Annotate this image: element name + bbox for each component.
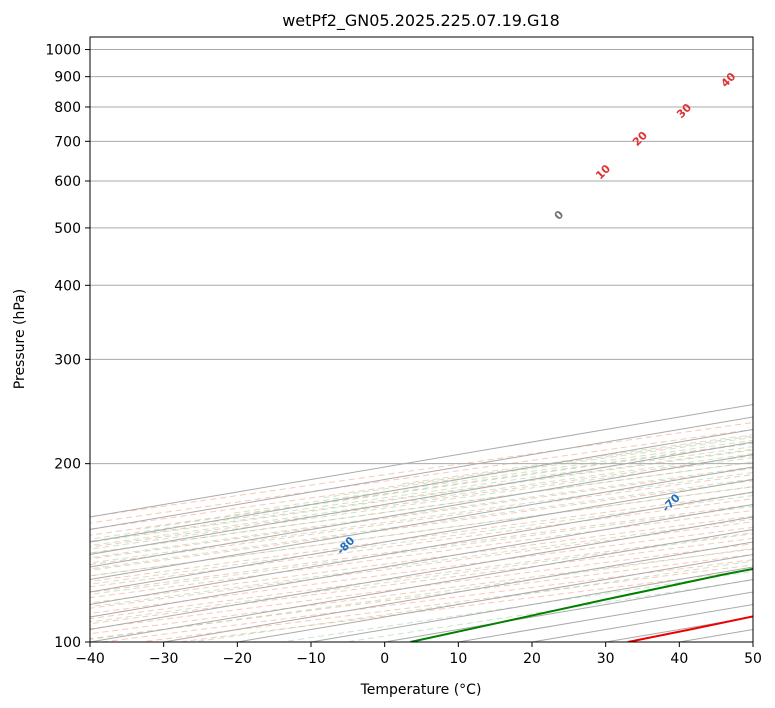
isotherm-label: -90 — [21, 574, 44, 597]
isotherm-line — [605, 616, 753, 642]
x-tick-label: 20 — [523, 651, 541, 667]
moist-adiabat — [90, 478, 753, 570]
moist-adiabat — [90, 505, 753, 595]
isotherm-line — [90, 403, 753, 518]
x-tick-label: 10 — [449, 651, 467, 667]
isotherm-line — [752, 641, 753, 642]
x-axis: −40 −30 −20 −10 0 10 20 30 40 50 — [75, 642, 762, 667]
dry-adiabat — [90, 486, 753, 577]
dry-adiabat — [90, 492, 753, 582]
x-tick-label: 50 — [744, 651, 762, 667]
y-tick-label: 1000 — [45, 43, 81, 59]
dry-adiabat — [90, 422, 753, 518]
y-tick-label: 400 — [54, 278, 81, 294]
isotherm-line — [90, 503, 753, 618]
moist-adiabat — [90, 453, 753, 546]
x-tick-label: −30 — [149, 651, 179, 667]
isotherm-line — [90, 453, 753, 568]
y-tick-label: 200 — [54, 457, 81, 473]
isotherm-line — [384, 578, 753, 642]
x-tick-label: 30 — [597, 651, 615, 667]
x-tick-label: 40 — [670, 651, 688, 667]
moist-adiabat — [90, 461, 753, 554]
isotherm-line — [90, 528, 753, 642]
isotherm-line — [90, 441, 753, 556]
moist-adiabat — [90, 518, 753, 608]
moist-adiabat-label: 40 — [718, 70, 738, 90]
dry-adiabat — [90, 448, 753, 542]
dry-adiabat — [90, 532, 753, 620]
plot-inline-labels: 0.10.20.40.611.52346810131620253036-100-… — [21, 70, 739, 597]
dry-adiabat — [90, 442, 753, 536]
y-axis-label: Pressure (hPa) — [12, 289, 28, 389]
y-tick-label: 600 — [54, 174, 81, 190]
y-axis: 100 200 300 400 500 600 700 800 900 1000 — [45, 43, 90, 651]
y-tick-label: 700 — [54, 134, 81, 150]
plot-background-layer — [90, 49, 753, 642]
moist-adiabat — [90, 472, 753, 564]
moist-adiabat-label: 10 — [593, 162, 613, 182]
dry-adiabat — [90, 515, 753, 604]
moist-adiabat — [90, 486, 753, 577]
isotherm-line — [310, 566, 753, 642]
y-tick-label: 800 — [54, 100, 81, 116]
dry-adiabat — [90, 537, 753, 625]
dry-adiabat — [90, 504, 753, 593]
x-tick-label: −40 — [75, 651, 105, 667]
y-tick-label: 900 — [54, 70, 81, 86]
dry-adiabat — [90, 509, 753, 599]
moist-adiabat — [90, 466, 753, 559]
moist-adiabat — [232, 439, 753, 514]
x-tick-label: −20 — [223, 651, 253, 667]
dry-adiabat — [90, 526, 753, 614]
dry-adiabat — [140, 564, 753, 642]
dry-adiabat — [90, 498, 753, 588]
moist-adiabat — [345, 579, 753, 642]
isotherm-line — [90, 516, 753, 631]
moist-adiabat — [90, 533, 753, 623]
moist-adiabat-label: 0 — [552, 208, 567, 223]
dry-adiabat — [90, 553, 753, 640]
isotherm-line — [90, 466, 753, 581]
isotherm-line — [90, 428, 753, 543]
isotherm-line — [90, 416, 753, 531]
y-tick-label: 300 — [54, 352, 81, 368]
chart-title: wetPf2_GN05.2025.225.07.19.G18 — [282, 11, 560, 31]
isotherm-line — [90, 478, 753, 593]
dry-adiabat — [90, 543, 753, 630]
dry-adiabat — [90, 521, 753, 609]
moist-adiabat-label: 30 — [674, 101, 694, 121]
dry-adiabat — [90, 428, 753, 524]
moist-adiabat — [402, 434, 753, 485]
plot-frame — [89, 36, 754, 643]
dry-adiabat — [90, 480, 753, 571]
isotherm-line — [90, 491, 753, 606]
x-axis-label: Temperature (°C) — [360, 682, 482, 698]
y-tick-label: 500 — [54, 221, 81, 237]
dry-adiabat — [90, 548, 753, 635]
y-tick-label: 100 — [54, 635, 81, 651]
dry-adiabat — [90, 474, 753, 566]
moist-adiabat-label: 20 — [630, 129, 650, 149]
dry-adiabat — [90, 467, 753, 560]
dry-adiabat — [90, 455, 753, 548]
dry-adiabat — [90, 461, 753, 554]
x-tick-label: 0 — [380, 651, 389, 667]
x-tick-label: −10 — [296, 651, 326, 667]
dry-adiabat — [90, 435, 753, 530]
moist-adiabat — [90, 495, 753, 585]
